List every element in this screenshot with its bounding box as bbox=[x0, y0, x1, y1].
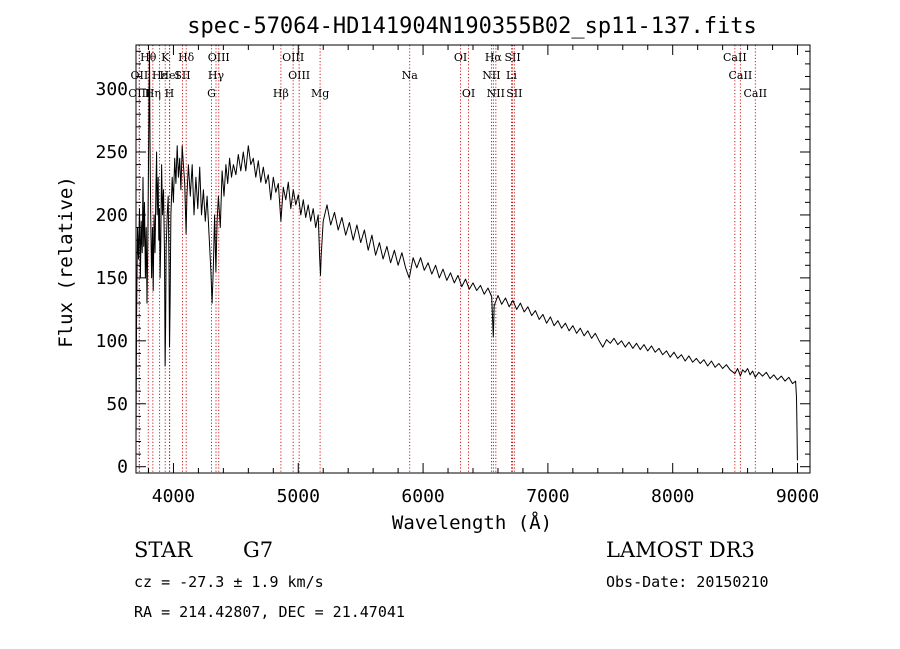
axes bbox=[135, 44, 811, 474]
x-tick-label: 7000 bbox=[526, 486, 569, 507]
y-tick-label: 0 bbox=[117, 457, 128, 478]
coordinates-readout: RA = 214.42807, DEC = 21.47041 bbox=[134, 603, 405, 621]
tick-labels: 4000 5000 6000 7000 8000 9000 0 50 100 150 200 250 3… bbox=[95, 79, 819, 507]
line-marker-label: Li bbox=[506, 69, 517, 82]
line-marker-label: Hη bbox=[145, 87, 161, 100]
line-marker-label: CaII bbox=[743, 87, 767, 100]
velocity-readout: cz = -27.3 ± 1.9 km/s bbox=[134, 573, 324, 591]
obs-date: Obs-Date: 20150210 bbox=[606, 573, 769, 591]
line-marker-label: Hα bbox=[485, 51, 503, 64]
survey-name: LAMOST DR3 bbox=[606, 538, 755, 562]
line-marker-label: OI bbox=[454, 51, 467, 64]
y-tick-label: 200 bbox=[95, 205, 128, 226]
line-marker-label: NII bbox=[487, 87, 505, 100]
line-marker-label: Hε bbox=[152, 69, 168, 82]
y-tick-label: 250 bbox=[95, 142, 128, 163]
line-markers bbox=[138, 45, 756, 473]
line-marker-label: SII bbox=[506, 87, 522, 100]
line-marker-label: NII bbox=[482, 69, 500, 82]
line-marker-label: OII bbox=[131, 69, 149, 82]
line-marker-label: Hθ bbox=[140, 51, 157, 64]
line-marker-label: G bbox=[207, 87, 216, 100]
line-marker-label: Mg bbox=[311, 87, 329, 100]
x-tick-label: 4000 bbox=[152, 486, 195, 507]
tick-marks bbox=[136, 45, 810, 473]
y-tick-label: 300 bbox=[95, 79, 128, 100]
plot-frame bbox=[135, 44, 811, 474]
line-marker-label: SII bbox=[504, 51, 520, 64]
line-marker-label: K bbox=[161, 51, 170, 64]
line-marker-label: Hγ bbox=[208, 69, 225, 82]
series-line bbox=[135, 50, 798, 461]
line-marker-label: OI bbox=[462, 87, 475, 100]
line-marker-label: Na bbox=[402, 69, 419, 82]
y-tick-label: 100 bbox=[95, 331, 128, 352]
object-class: STAR bbox=[134, 538, 193, 562]
line-marker-label: Hδ bbox=[178, 51, 195, 64]
x-tick-label: 5000 bbox=[277, 486, 320, 507]
chart-title: spec-57064-HD141904N190355B02_sp11-137.f… bbox=[187, 14, 757, 39]
line-marker-label: OIII bbox=[288, 69, 310, 82]
x-tick-label: 6000 bbox=[401, 486, 444, 507]
spectrum-series bbox=[135, 50, 798, 461]
y-tick-label: 50 bbox=[106, 394, 128, 415]
x-axis-label: Wavelength (Å) bbox=[392, 511, 552, 534]
x-tick-label: 8000 bbox=[651, 486, 694, 507]
x-tick-label: 9000 bbox=[776, 486, 819, 507]
line-marker-label: H bbox=[165, 87, 175, 100]
y-tick-label: 150 bbox=[95, 268, 128, 289]
line-marker-label: CaII bbox=[723, 51, 747, 64]
line-marker-label: HeI bbox=[159, 69, 179, 82]
line-marker-label: CaII bbox=[729, 69, 753, 82]
line-marker-label: OIII bbox=[128, 87, 150, 100]
line-marker-label: OIII bbox=[282, 51, 304, 64]
y-axis-label: Flux (relative) bbox=[55, 176, 77, 348]
line-marker-label: Hβ bbox=[273, 87, 289, 100]
object-subclass: G7 bbox=[243, 538, 274, 562]
line-marker-label: SII bbox=[174, 69, 190, 82]
line-marker-label: OIII bbox=[208, 51, 230, 64]
